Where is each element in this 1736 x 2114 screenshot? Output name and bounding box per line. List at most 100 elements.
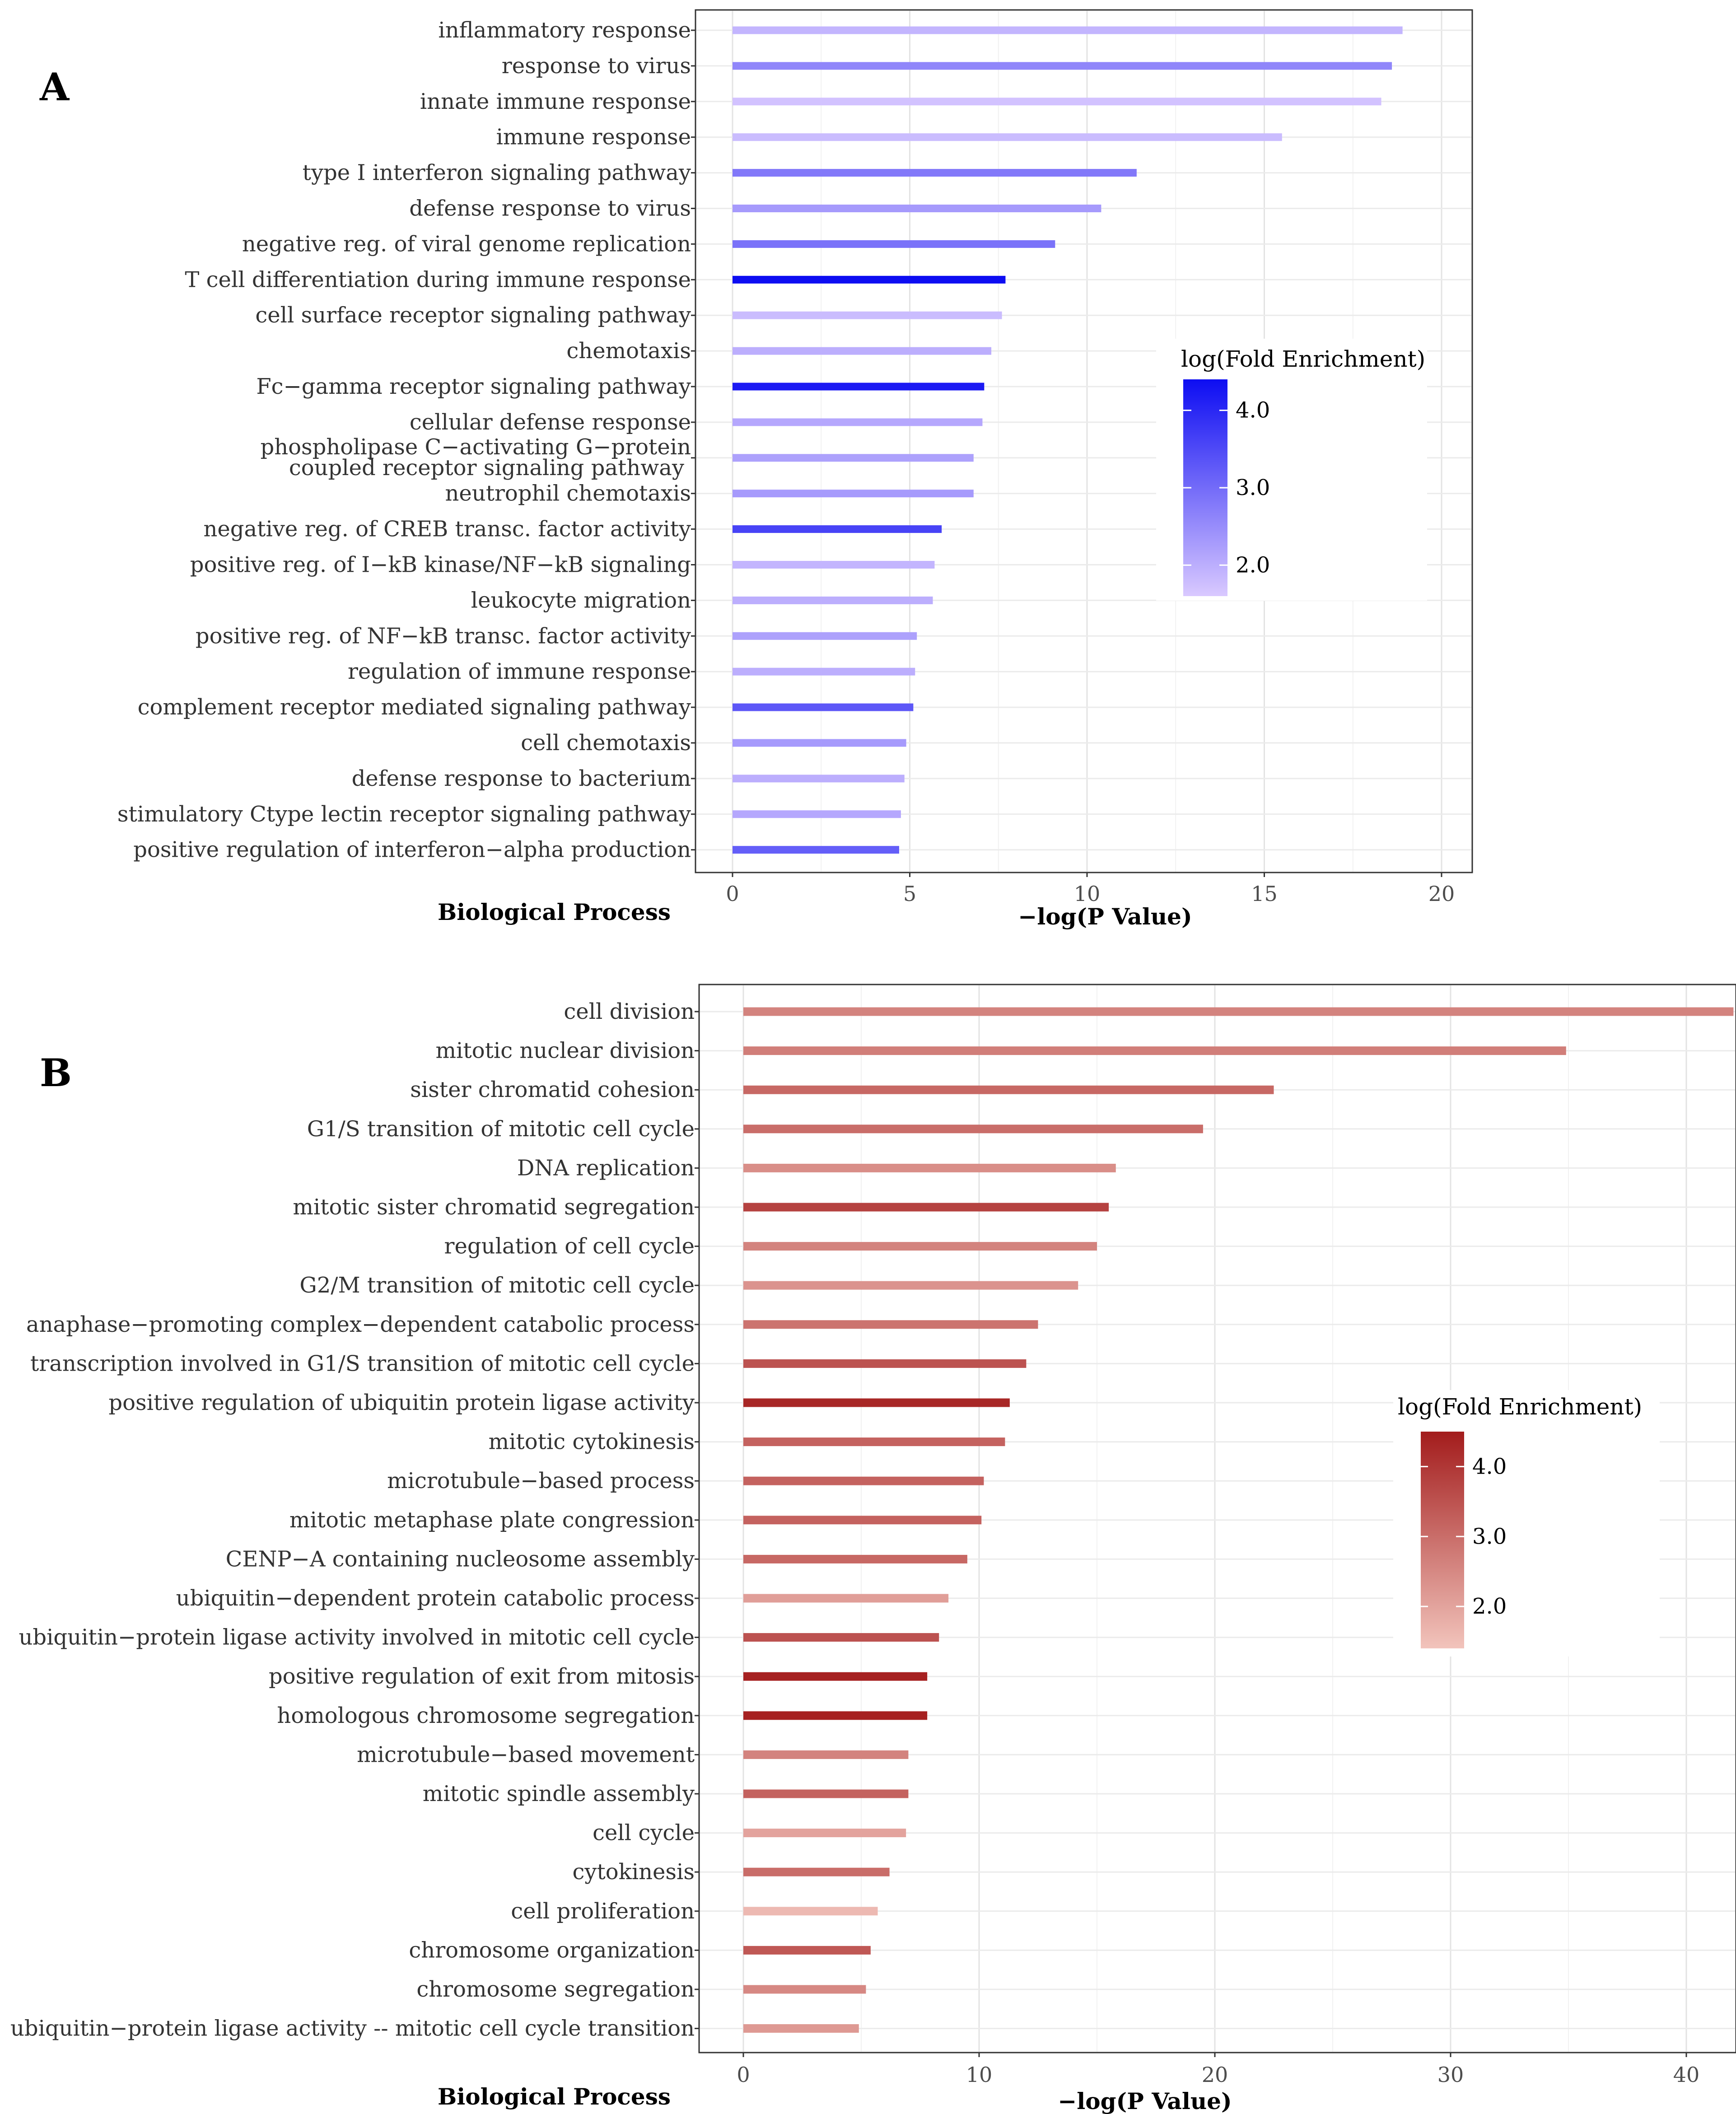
- bar: [743, 1320, 1038, 1329]
- panel-b-x-ticks: 0 10 20 30 40: [737, 2053, 1699, 2087]
- category-label: regulation of immune response: [348, 659, 691, 684]
- panel-b-label: B: [40, 1050, 72, 1095]
- bar: [743, 1594, 949, 1603]
- category-label: cell proliferation: [511, 1899, 695, 1924]
- category-label: cytokinesis: [572, 1859, 695, 1885]
- category-label: chemotaxis: [566, 338, 691, 364]
- category-label: immune response: [496, 125, 691, 150]
- panel-b-legend: log(Fold Enrichment) 4.0 3.0 2.0: [1393, 1390, 1660, 1657]
- panel-a-legend-title: log(Fold Enrichment): [1181, 346, 1425, 372]
- bar: [743, 1554, 967, 1563]
- bar: [733, 810, 901, 818]
- category-label: sister chromatid cohesion: [410, 1077, 695, 1102]
- category-label: mitotic nuclear division: [436, 1038, 695, 1064]
- bar: [743, 1750, 909, 1759]
- panel-b-xlabel: −log(P Value): [1058, 2088, 1232, 2114]
- panel-a-category-labels: inflammatory response response to virus in…: [117, 18, 695, 863]
- category-label: positive regulation of interferon−alpha …: [133, 837, 691, 863]
- category-label: negative reg. of CREB transc. factor act…: [203, 517, 691, 542]
- category-label: homologous chromosome segregation: [277, 1703, 695, 1728]
- category-label: inflammatory response: [438, 18, 691, 43]
- bar: [733, 169, 1137, 177]
- category-label: cellular defense response: [410, 410, 691, 435]
- panel-b-ylabel: Biological Process: [438, 2083, 671, 2110]
- category-label: G2/M transition of mitotic cell cycle: [299, 1273, 695, 1298]
- bar: [733, 62, 1392, 70]
- category-label: mitotic cytokinesis: [489, 1429, 695, 1455]
- category-label: coupled receptor signaling pathway: [289, 455, 684, 481]
- category-label: microtubule−based process: [387, 1468, 695, 1493]
- legend-tick-label: 4.0: [1472, 1454, 1507, 1479]
- bar: [733, 490, 974, 498]
- category-label: ubiquitin−protein ligase activity involv…: [19, 1625, 695, 1650]
- bar: [733, 775, 905, 783]
- bar: [733, 347, 992, 355]
- category-label: defense response to bacterium: [352, 766, 691, 791]
- panel-a: A inflammatory response response to virus…: [39, 9, 1473, 930]
- bar: [733, 561, 935, 569]
- bar: [733, 454, 974, 462]
- bar: [743, 1985, 866, 1994]
- bar: [733, 98, 1381, 106]
- x-tick-label: 30: [1437, 2063, 1464, 2087]
- category-label: T cell differentiation during immune res…: [185, 267, 691, 292]
- bar: [743, 1516, 982, 1525]
- panel-a-x-ticks: 0 5 10 15 20: [726, 873, 1455, 906]
- bar: [743, 1476, 984, 1485]
- bar: [743, 1633, 939, 1642]
- category-label: transcription involved in G1/S transitio…: [30, 1351, 695, 1376]
- bar: [743, 1711, 928, 1720]
- category-label: chromosome segregation: [416, 1977, 695, 2002]
- category-label: mitotic sister chromatid segregation: [293, 1195, 695, 1220]
- bar: [743, 1125, 1203, 1134]
- panel-a-bars: [733, 26, 1403, 854]
- x-tick-label: 20: [1428, 882, 1455, 906]
- bar: [743, 2024, 859, 2033]
- bar: [733, 703, 914, 711]
- bar: [733, 133, 1282, 141]
- category-label: regulation of cell cycle: [444, 1234, 695, 1259]
- panel-b-legend-ticks: 4.0 3.0 2.0: [1420, 1454, 1507, 1619]
- category-label: cell chemotaxis: [521, 730, 691, 756]
- bar: [733, 846, 899, 854]
- legend-tick-label: 2.0: [1472, 1594, 1507, 1619]
- category-label: leukocyte migration: [471, 588, 691, 613]
- x-tick-label: 0: [726, 882, 739, 906]
- bar: [733, 525, 942, 533]
- category-label: neutrophil chemotaxis: [445, 481, 691, 506]
- panel-b-bars: [743, 1007, 1734, 2033]
- bar: [743, 1398, 1010, 1407]
- bar: [743, 1829, 906, 1838]
- bar: [743, 1163, 1116, 1172]
- category-label: mitotic spindle assembly: [423, 1781, 695, 1806]
- panel-a-legend-ticks: 4.0 3.0 2.0: [1183, 398, 1270, 578]
- legend-tick-label: 3.0: [1472, 1524, 1507, 1549]
- bar: [733, 739, 906, 747]
- category-label: Fc−gamma receptor signaling pathway: [256, 374, 691, 399]
- x-tick-label: 40: [1673, 2063, 1700, 2087]
- panel-b-legend-colorbar: [1421, 1432, 1464, 1648]
- category-label: G1/S transition of mitotic cell cycle: [307, 1116, 695, 1142]
- legend-tick-label: 2.0: [1236, 552, 1270, 578]
- bar: [743, 1046, 1566, 1055]
- bar: [743, 1437, 1005, 1447]
- x-tick-label: 10: [1074, 882, 1101, 906]
- category-label: positive reg. of I−kB kinase/NF−kB signa…: [190, 552, 691, 578]
- category-label: complement receptor mediated signaling p…: [138, 695, 691, 720]
- bar: [743, 1946, 871, 1955]
- legend-tick-label: 4.0: [1236, 398, 1270, 423]
- bar: [733, 240, 1055, 248]
- bar: [743, 1359, 1027, 1368]
- panel-b: B cell division mitotic nuclear division s…: [10, 984, 1736, 2114]
- category-label: stimulatory Ctype lectin receptor signal…: [117, 802, 691, 827]
- x-tick-label: 5: [903, 882, 916, 906]
- category-label: ubiquitin−dependent protein catabolic pr…: [176, 1586, 695, 1611]
- x-tick-label: 15: [1251, 882, 1278, 906]
- bar: [733, 383, 985, 391]
- category-label: anaphase−promoting complex−dependent cat…: [26, 1312, 695, 1337]
- bar: [743, 1085, 1274, 1094]
- category-label: cell surface receptor signaling pathway: [255, 303, 691, 328]
- x-tick-label: 10: [966, 2063, 993, 2087]
- bar: [743, 1203, 1109, 1212]
